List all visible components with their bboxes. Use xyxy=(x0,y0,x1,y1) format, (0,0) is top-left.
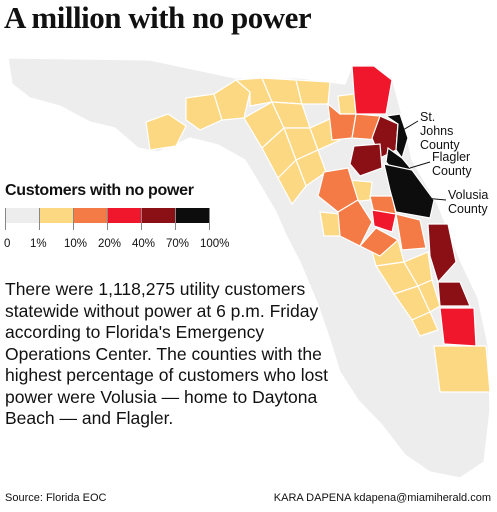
legend-tick-label: 10% xyxy=(64,238,88,250)
county-low-23 xyxy=(337,93,357,115)
county-mid-7 xyxy=(359,227,400,257)
legend-swatch xyxy=(141,208,175,223)
counties-max xyxy=(383,113,435,219)
legend-tick xyxy=(141,208,142,230)
callout-flagler: Flagler County xyxy=(432,150,472,178)
leader-flagler xyxy=(409,161,431,169)
county-low-13 xyxy=(277,158,307,206)
legend-tick-label: 100% xyxy=(200,238,230,250)
body-text: There were 1,118,275 utility customers s… xyxy=(5,279,328,428)
county-vhigh-2 xyxy=(349,143,383,177)
legend-tick-label: 0 xyxy=(4,238,11,250)
page-title: A million with no power xyxy=(4,0,312,35)
county-low-1 xyxy=(145,113,187,151)
county-volusia xyxy=(383,163,435,219)
county-low-22 xyxy=(433,345,491,393)
callout-volusia: Volusia County xyxy=(448,188,489,216)
legend-swatch xyxy=(39,208,73,223)
legend-tick xyxy=(175,208,176,230)
legend-tick-label: 70% xyxy=(166,238,190,250)
legend-tick xyxy=(39,208,40,230)
legend-tick xyxy=(5,208,6,230)
callout-st-johns: St. Johns County xyxy=(420,110,460,152)
counties-low xyxy=(145,77,491,393)
legend-tick-label: 1% xyxy=(30,238,47,250)
legend-tick xyxy=(209,208,210,230)
county-high-3 xyxy=(439,307,477,347)
legend-swatch xyxy=(175,208,209,223)
callout-lines xyxy=(402,120,447,201)
county-vhigh-4 xyxy=(437,281,471,307)
county-low-3 xyxy=(213,79,251,121)
county-high-2 xyxy=(371,209,397,233)
counties-mid xyxy=(317,102,427,257)
county-high-1 xyxy=(351,65,393,115)
legend-swatch xyxy=(107,208,141,223)
leader-st-johns xyxy=(402,120,419,131)
legend-swatch xyxy=(73,208,107,223)
legend-tick-label: 20% xyxy=(98,238,122,250)
byline: KARA DAPENA kdapena@miamiherald.com xyxy=(273,492,491,504)
source-note: Source: Florida EOC xyxy=(5,492,107,504)
counties-high xyxy=(351,65,477,347)
county-low-6 xyxy=(295,79,331,105)
county-low-4 xyxy=(234,77,273,107)
legend-title: Customers with no power xyxy=(5,182,194,199)
county-low-2 xyxy=(185,93,223,131)
legend-tick xyxy=(73,208,74,230)
county-mid-6 xyxy=(395,213,427,251)
legend-tick-label: 40% xyxy=(132,238,156,250)
leader-volusia xyxy=(423,197,447,201)
county-low-21 xyxy=(411,311,439,337)
legend-swatch xyxy=(5,208,39,223)
legend-tick xyxy=(107,208,108,230)
county-mid-5 xyxy=(337,199,373,247)
county-vhigh-3 xyxy=(427,223,457,284)
